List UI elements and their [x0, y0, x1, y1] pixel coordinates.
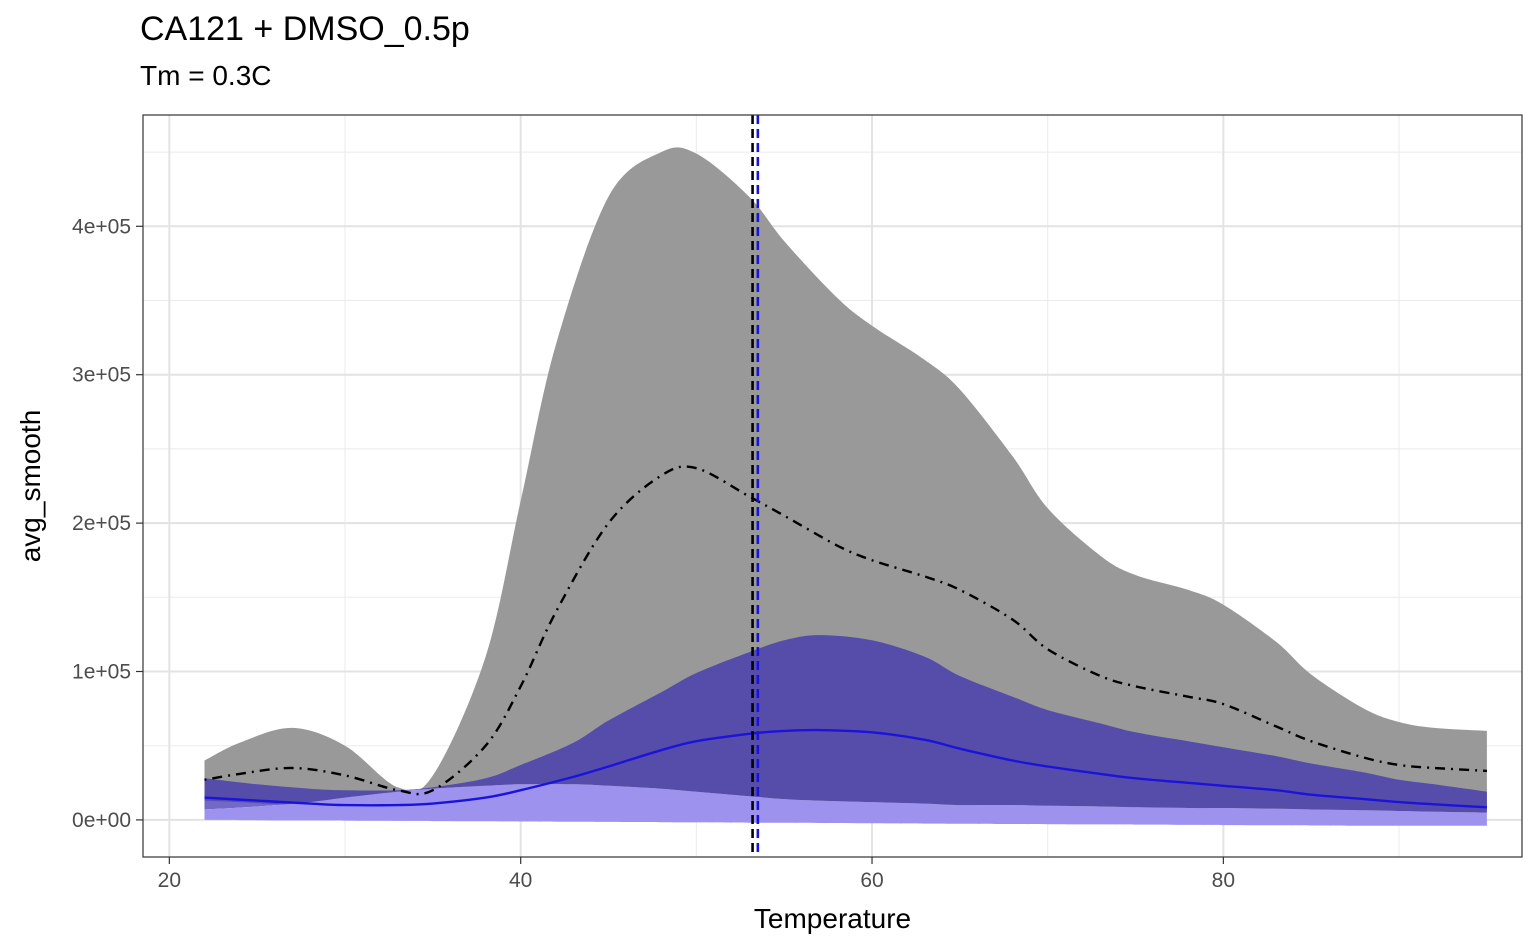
x-tick-label: 80	[1212, 869, 1235, 892]
y-tick-label: 1e+05	[72, 661, 131, 684]
series-line-1	[204, 465, 1487, 796]
x-tick-label: 60	[860, 869, 883, 892]
band-layer	[204, 147, 1487, 826]
line-layer	[204, 465, 1487, 809]
y-axis-title: avg_smooth	[15, 410, 46, 563]
y-tick-label: 4e+05	[72, 215, 131, 238]
x-tick-label: 20	[158, 869, 181, 892]
x-tick-label: 40	[509, 869, 532, 892]
confidence-band-2-lower	[204, 784, 1487, 826]
tick-layer: 20 40 60 80 0e+00 1e+05 2e+05 3e+05 4e+05	[72, 215, 1235, 892]
y-tick-label: 3e+05	[72, 364, 131, 387]
x-axis-title: Temperature	[754, 903, 911, 934]
chart-title: CA121 + DMSO_0.5p	[140, 10, 470, 48]
confidence-band-1	[204, 147, 1487, 813]
panel-border	[142, 114, 1523, 858]
chart-subtitle: Tm = 0.3C	[140, 60, 272, 91]
y-tick-label: 2e+05	[72, 512, 131, 535]
reference-line-layer	[751, 115, 760, 857]
y-tick-label: 0e+00	[72, 809, 131, 832]
series-line-2	[204, 728, 1487, 809]
confidence-band-2	[204, 635, 1487, 813]
